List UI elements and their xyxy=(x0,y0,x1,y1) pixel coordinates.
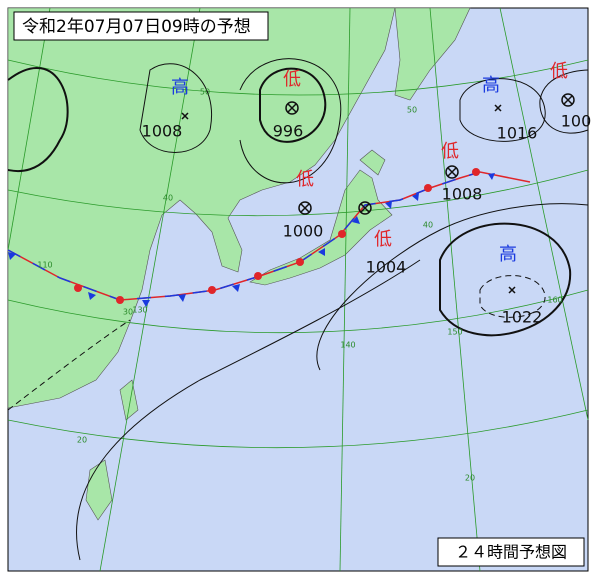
center-marker xyxy=(360,203,370,213)
center-marker xyxy=(508,286,516,294)
system-kind: 低 xyxy=(550,61,568,82)
graticule-label: 20 xyxy=(77,436,87,445)
system-kind: 高 xyxy=(499,244,517,265)
pressure-label: 996 xyxy=(273,122,304,141)
pressure-label: 1016 xyxy=(497,124,538,143)
center-marker xyxy=(561,93,575,107)
graticule-label: 30 xyxy=(123,308,133,317)
system-kind: 高 xyxy=(171,77,189,98)
center-marker xyxy=(445,165,459,179)
graticule-label: 50 xyxy=(200,88,210,97)
center-marker xyxy=(287,103,297,113)
center-marker xyxy=(358,201,372,215)
system-kind: 低 xyxy=(296,169,314,190)
graticule-lines xyxy=(7,7,589,572)
system-kind: 低 xyxy=(374,229,392,250)
pressure-label: 1000 xyxy=(283,222,324,241)
front-symbols xyxy=(8,168,495,307)
pressure-label: 1022 xyxy=(502,308,543,327)
center-marker xyxy=(447,167,457,177)
graticule-label: 140 xyxy=(340,341,355,350)
title-box xyxy=(13,11,269,41)
system-kind: 低 xyxy=(441,141,459,162)
pressure-label: 100 xyxy=(561,112,592,131)
pressure-label: 1008 xyxy=(442,185,483,204)
title: 令和2年07月07日09時の予想 xyxy=(22,17,251,37)
isobars xyxy=(7,58,589,561)
center-marker xyxy=(563,95,573,105)
system-kind: 低 xyxy=(283,69,301,90)
graticule-label: 20 xyxy=(465,474,475,483)
footer-label: ２４時間予想図 xyxy=(455,543,567,562)
graticule-labels: 50 40 30 20 110 130 140 150 160 40 20 50 xyxy=(37,88,562,483)
graticule-label: 50 xyxy=(407,106,417,115)
graticule-label: 40 xyxy=(423,221,433,230)
pressure-label: 1008 xyxy=(142,122,183,141)
graticule-label: 160 xyxy=(547,296,562,305)
graticule-label: 150 xyxy=(447,328,462,337)
system-kind: 高 xyxy=(482,75,500,96)
center-marker xyxy=(300,203,310,213)
graticule-label: 110 xyxy=(37,261,52,270)
center-marker xyxy=(285,101,299,115)
pressure-systems: 高 1008 低 996 低 1000 低 1004 低 1008 高 1016 低 100 高 1022 xyxy=(142,61,592,327)
footer-box xyxy=(437,537,585,567)
center-marker xyxy=(494,104,502,112)
graticule-label: 130 xyxy=(132,306,147,315)
center-marker xyxy=(298,201,312,215)
pressure-label: 1004 xyxy=(366,258,407,277)
center-marker xyxy=(181,112,189,120)
graticule-label: 40 xyxy=(163,194,173,203)
